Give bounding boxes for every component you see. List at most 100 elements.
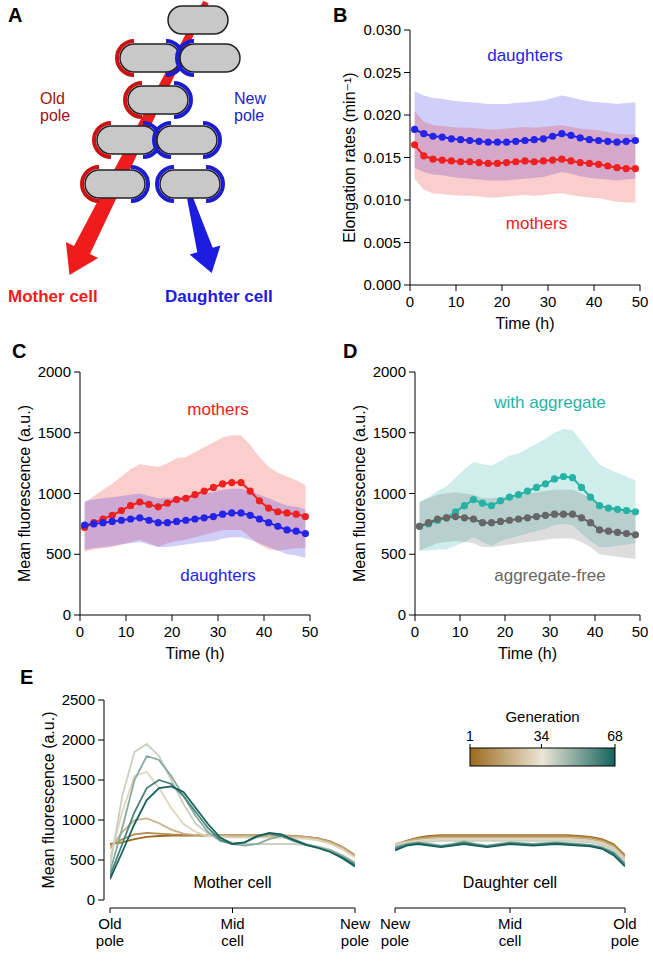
y-axis-title: Mean fluorescence (a.u.) (351, 405, 368, 582)
cell (128, 86, 188, 114)
y-tick (74, 493, 80, 494)
marker (521, 137, 528, 144)
marker (503, 139, 510, 146)
label-line: pole (234, 107, 264, 124)
marker (596, 526, 603, 533)
cell (168, 6, 228, 34)
marker (632, 508, 639, 515)
label-line: New (380, 915, 410, 932)
marker (439, 156, 446, 163)
x-tick (460, 615, 461, 621)
y-tick (98, 820, 104, 821)
marker (567, 157, 574, 164)
colorbar-tick (615, 744, 616, 748)
marker (228, 479, 235, 486)
marker (506, 517, 513, 524)
marker (173, 496, 180, 503)
marker (420, 130, 427, 137)
marker (265, 504, 272, 511)
marker (475, 138, 482, 145)
marker (416, 523, 423, 530)
marker (201, 514, 208, 521)
panel-letter: E (20, 666, 33, 688)
colorbar-tick-label: 34 (534, 728, 550, 744)
y-tick-label: 500 (46, 545, 71, 562)
y-tick (409, 554, 415, 555)
marker (512, 158, 519, 165)
profile-line (110, 786, 355, 879)
y-tick-label: 1000 (62, 811, 95, 828)
marker (470, 496, 477, 503)
x-tick-label: 0 (76, 623, 84, 640)
series-label: mothers (506, 214, 567, 233)
x-tick-label: 0 (406, 293, 414, 310)
series-label: mothers (187, 400, 248, 419)
marker (429, 156, 436, 163)
x-tick-label: Newpole (340, 915, 370, 949)
marker (586, 160, 593, 167)
y-tick-label: 500 (70, 851, 95, 868)
colorbar-tick (541, 744, 542, 748)
y-tick-label: 500 (381, 545, 406, 562)
x-tick-label: 50 (302, 623, 319, 640)
x-tick (502, 285, 503, 291)
x-tick-label: Newpole (380, 915, 410, 949)
x-tick-label: 30 (542, 623, 559, 640)
x-tick-label: 30 (210, 623, 227, 640)
marker (485, 160, 492, 167)
marker (145, 501, 152, 508)
marker (164, 500, 171, 507)
marker (228, 509, 235, 516)
x-tick (625, 908, 626, 913)
marker (155, 503, 162, 510)
marker (448, 157, 455, 164)
y-tick (404, 115, 410, 116)
y-tick-label: 0.010 (363, 191, 401, 208)
marker (595, 137, 602, 144)
panel: E05001000150020002500Mean fluorescence (… (20, 666, 639, 949)
x-tick-label: 40 (587, 623, 604, 640)
marker (596, 502, 603, 509)
sub-panel: NewpoleMidcellOldpoleDaughter cell (380, 835, 639, 949)
y-tick (98, 700, 104, 701)
label-line: Old (98, 915, 121, 932)
diagram: AOldpoleNewpoleMother cellDaughter cell (8, 1, 273, 306)
marker (283, 509, 290, 516)
y-tick-label: 0.030 (363, 21, 401, 38)
marker (155, 519, 162, 526)
sub-panel: OldpoleMidcellNewpoleMother cell (96, 744, 370, 949)
y-tick-label: 0.025 (363, 64, 401, 81)
x-tick (310, 615, 311, 621)
y-tick (404, 72, 410, 73)
x-axis-title: Time (h) (166, 645, 225, 662)
marker (127, 515, 134, 522)
series-label: daughters (487, 46, 563, 65)
y-tick (98, 900, 104, 901)
marker (411, 126, 418, 133)
marker (475, 159, 482, 166)
marker (577, 134, 584, 141)
y-tick-label: 2000 (373, 363, 406, 380)
label-line: pole (611, 932, 639, 949)
marker (560, 473, 567, 480)
x-tick-label: 40 (586, 293, 603, 310)
y-tick-label: 1000 (373, 485, 406, 502)
marker (551, 475, 558, 482)
marker (429, 133, 436, 140)
pole-label: Newpole (234, 90, 266, 124)
marker (604, 162, 611, 169)
marker (533, 484, 540, 491)
marker (497, 518, 504, 525)
marker (247, 487, 254, 494)
marker (577, 159, 584, 166)
series-label: daughters (180, 566, 256, 585)
panel: C050010001500200001020304050Time (h)Mean… (12, 340, 318, 662)
pole-cap (206, 167, 223, 201)
marker (551, 511, 558, 518)
pole-cap (117, 41, 134, 75)
marker (506, 494, 513, 501)
y-tick-label: 1500 (62, 771, 95, 788)
series-line (420, 514, 636, 535)
marker (439, 134, 446, 141)
marker (632, 531, 639, 538)
